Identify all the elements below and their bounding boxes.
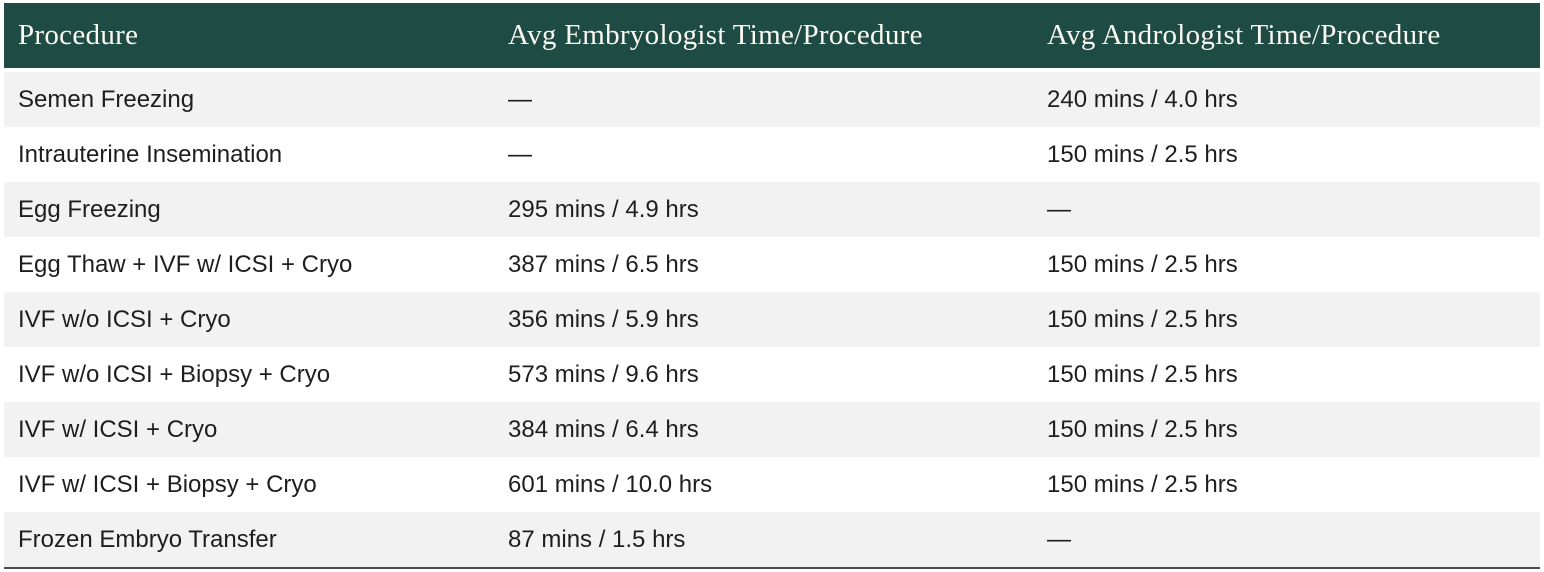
procedure-cell: Egg Freezing: [4, 182, 494, 237]
embryologist-time-cell: —: [494, 72, 1033, 127]
andrologist-time-cell: —: [1033, 182, 1540, 237]
andrologist-time-cell: 150 mins / 2.5 hrs: [1033, 292, 1540, 347]
embryologist-time-cell: 384 mins / 6.4 hrs: [494, 402, 1033, 457]
andrologist-time-cell: 150 mins / 2.5 hrs: [1033, 237, 1540, 292]
embryologist-time-cell: 87 mins / 1.5 hrs: [494, 512, 1033, 567]
andrologist-time-cell: 150 mins / 2.5 hrs: [1033, 347, 1540, 402]
table-row: Intrauterine Insemination —150 mins / 2.5…: [4, 127, 1540, 182]
procedure-cell: Intrauterine Insemination: [4, 127, 494, 182]
embryologist-time-cell: 387 mins / 6.5 hrs: [494, 237, 1033, 292]
table-row: Frozen Embryo Transfer 87 mins / 1.5 hrs —: [4, 512, 1540, 567]
procedure-cell: IVF w/o ICSI + Cryo: [4, 292, 494, 347]
table-body: Semen Freezing —240 mins / 4.0 hrs Intraut…: [4, 72, 1540, 567]
header-row: Procedure Avg Embryologist Time/Procedur…: [4, 3, 1540, 72]
procedure-cell: Frozen Embryo Transfer: [4, 512, 494, 567]
procedure-cell: IVF w/ ICSI + Cryo: [4, 402, 494, 457]
andrologist-time-cell: 150 mins / 2.5 hrs: [1033, 127, 1540, 182]
embryologist-time-cell: 356 mins / 5.9 hrs: [494, 292, 1033, 347]
table-row: Egg Thaw + IVF w/ ICSI + Cryo 387 mins / …: [4, 237, 1540, 292]
table-row: IVF w/o ICSI + Cryo 356 mins / 5.9 hrs 150…: [4, 292, 1540, 347]
procedure-cell: Semen Freezing: [4, 72, 494, 127]
header-procedure: Procedure: [4, 3, 494, 72]
procedure-time-table: Procedure Avg Embryologist Time/Procedur…: [4, 3, 1540, 569]
header-embryologist-time: Avg Embryologist Time/Procedure: [494, 3, 1033, 72]
embryologist-time-cell: —: [494, 127, 1033, 182]
table-row: Egg Freezing 295 mins / 4.9 hrs —: [4, 182, 1540, 237]
table-header: Procedure Avg Embryologist Time/Procedur…: [4, 3, 1540, 72]
table-row: IVF w/o ICSI + Biopsy + Cryo 573 mins / 9…: [4, 347, 1540, 402]
embryologist-time-cell: 295 mins / 4.9 hrs: [494, 182, 1033, 237]
table-row: IVF w/ ICSI + Biopsy + Cryo 601 mins / 10…: [4, 457, 1540, 512]
andrologist-time-cell: 240 mins / 4.0 hrs: [1033, 72, 1540, 127]
header-andrologist-time: Avg Andrologist Time/Procedure: [1033, 3, 1540, 72]
andrologist-time-cell: 150 mins / 2.5 hrs: [1033, 457, 1540, 512]
embryologist-time-cell: 573 mins / 9.6 hrs: [494, 347, 1033, 402]
embryologist-time-cell: 601 mins / 10.0 hrs: [494, 457, 1033, 512]
andrologist-time-cell: —: [1033, 512, 1540, 567]
andrologist-time-cell: 150 mins / 2.5 hrs: [1033, 402, 1540, 457]
procedure-cell: IVF w/ ICSI + Biopsy + Cryo: [4, 457, 494, 512]
procedure-cell: IVF w/o ICSI + Biopsy + Cryo: [4, 347, 494, 402]
procedure-cell: Egg Thaw + IVF w/ ICSI + Cryo: [4, 237, 494, 292]
table-row: IVF w/ ICSI + Cryo 384 mins / 6.4 hrs 150 …: [4, 402, 1540, 457]
table-row: Semen Freezing —240 mins / 4.0 hrs: [4, 72, 1540, 127]
